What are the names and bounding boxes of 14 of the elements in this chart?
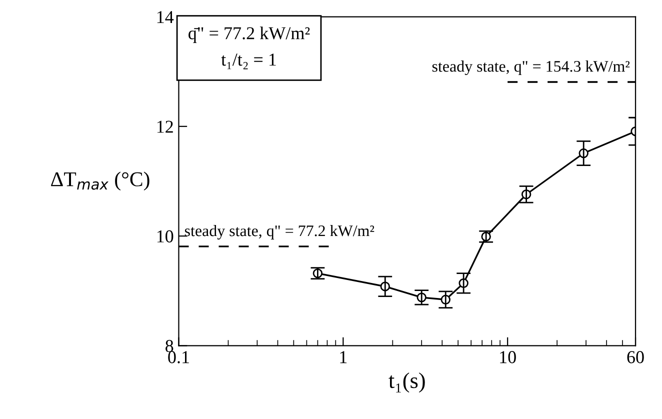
x-tick-label: 60: [627, 351, 644, 364]
x-tick-label: 10: [500, 351, 516, 364]
annotation: t₁/t₂ = 1: [221, 54, 276, 70]
y-axis-title: ΔT$_{max}$ (°C): [51, 172, 150, 191]
x-axis-title: t₁(s): [388, 372, 425, 393]
y-tick-label: 14: [157, 11, 174, 24]
annotation: q̄" = 77.2 kW/m²: [188, 26, 310, 43]
x-tick-label: 1: [340, 351, 347, 364]
y-tick-label: 10: [157, 230, 174, 242]
annotation: steady state, q" = 77.2 kW/m²: [184, 224, 374, 240]
x-tick-label: 0.1: [168, 351, 189, 364]
y-tick-label: 12: [157, 120, 173, 133]
annotation: steady state, q" = 154.3 kW/m²: [432, 60, 630, 76]
y-tick-label: 8: [166, 340, 174, 352]
